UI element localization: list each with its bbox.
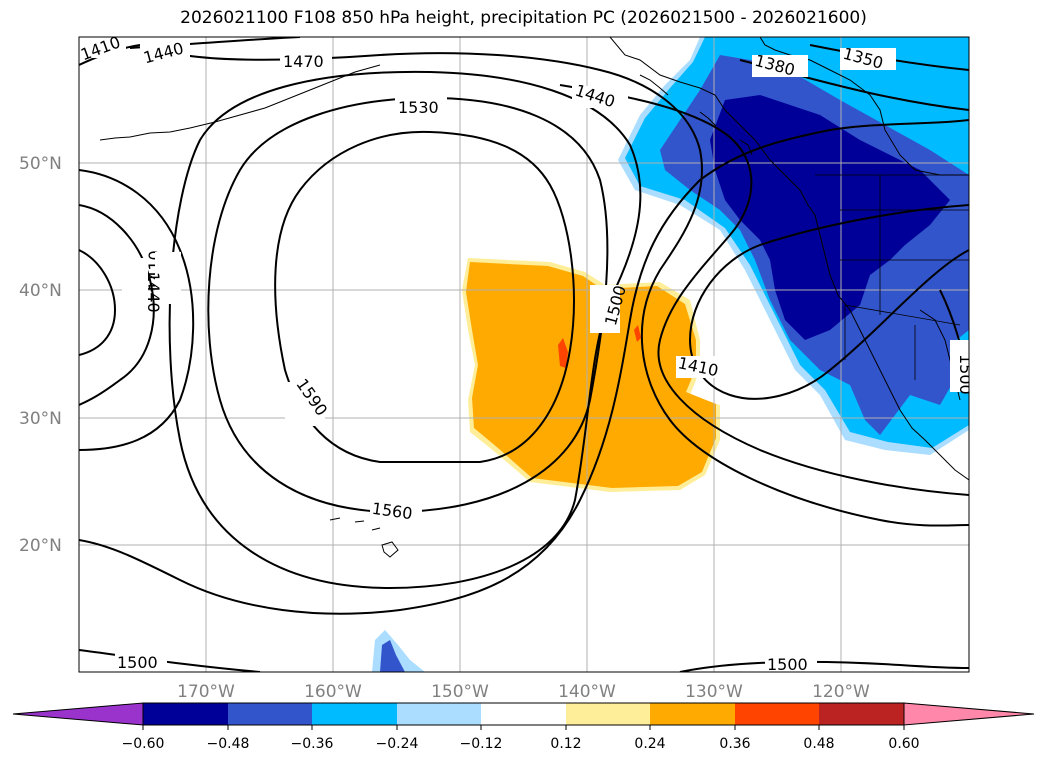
coastlines — [609, 37, 969, 481]
graticule — [79, 37, 969, 672]
colorbar-arrow-low — [12, 702, 144, 726]
colorbar-tick-label: 0.12 — [550, 736, 581, 752]
colorbar-tick-label: 0.36 — [719, 736, 750, 752]
colorbar-segment — [650, 703, 735, 725]
colorbar-tick-label: −0.60 — [122, 736, 165, 752]
colorbar-segment — [819, 703, 904, 725]
contour-label: 1500 — [956, 354, 975, 395]
lat-label: 20°N — [19, 536, 62, 556]
contour-labels: 1410 1440 1470 1530 1440 1380 1350 1410 … — [79, 37, 975, 674]
colorbar-segment — [228, 703, 312, 725]
lon-label: 140°W — [558, 682, 616, 702]
latitude-labels: 50°N 40°N 30°N 20°N — [19, 154, 62, 556]
colorbar-arrow-high — [903, 702, 1035, 726]
longitude-labels: 170°W 160°W 150°W 140°W 130°W 120°W — [177, 682, 870, 702]
contour-label: 1500 — [117, 653, 158, 672]
lon-label: 130°W — [685, 682, 743, 702]
negative-anomaly-small-inner — [380, 640, 405, 672]
colorbar-tick-label: 0.60 — [888, 736, 919, 752]
contour-label: 1500 — [767, 655, 808, 674]
colorbar-segment — [566, 703, 650, 725]
political-borders — [815, 174, 969, 380]
colorbar-segment — [312, 703, 397, 725]
map-frame — [78, 36, 970, 673]
lon-label: 160°W — [304, 682, 362, 702]
lon-label: 120°W — [812, 682, 870, 702]
colorbar-segment — [735, 703, 819, 725]
lon-label: 150°W — [431, 682, 489, 702]
colorbar-tick-label: −0.24 — [376, 736, 419, 752]
height-contours — [79, 37, 969, 672]
lat-label: 50°N — [19, 154, 62, 174]
contour-label: 1470 — [283, 52, 324, 71]
colorbar-tick-label: −0.48 — [207, 736, 250, 752]
negative-anomaly-048 — [710, 95, 950, 340]
contour-label: 1530 — [398, 98, 439, 117]
contour-label: 1440 — [144, 272, 163, 313]
lat-label: 30°N — [19, 409, 62, 429]
colorbar-tick-label: 0.48 — [803, 736, 834, 752]
colorbar-tick-label: −0.36 — [291, 736, 334, 752]
positive-anomaly-036-a — [558, 338, 568, 368]
colorbar-segment — [397, 703, 481, 725]
colorbar: −0.60 −0.48 −0.36 −0.24 −0.12 0.12 0.24 … — [12, 702, 1035, 752]
positive-anomaly-036-b — [634, 325, 641, 342]
positive-anomaly-024 — [466, 262, 716, 488]
colorbar-tick-label: −0.12 — [460, 736, 503, 752]
map-title: 2026021100 F108 850 hPa height, precipit… — [180, 8, 867, 28]
colorbar-tick-label: 0.24 — [634, 736, 665, 752]
islands — [99, 64, 399, 558]
colorbar-segment — [481, 703, 566, 725]
lat-label: 40°N — [19, 281, 62, 301]
colorbar-segment — [143, 703, 228, 725]
lon-label: 170°W — [177, 682, 235, 702]
